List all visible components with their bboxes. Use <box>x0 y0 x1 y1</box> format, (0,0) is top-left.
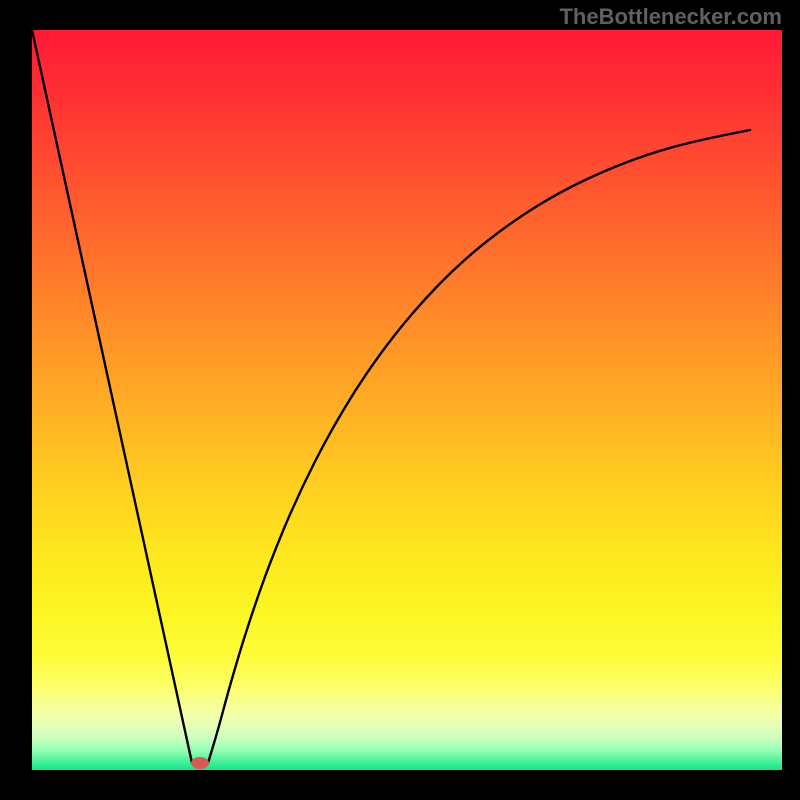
minimum-marker <box>191 757 209 769</box>
curve-path <box>32 30 750 764</box>
plot-area <box>32 30 782 770</box>
chart-container: TheBottlenecker.com <box>0 0 800 800</box>
watermark-text: TheBottlenecker.com <box>559 4 782 30</box>
bottleneck-curve <box>32 30 782 770</box>
